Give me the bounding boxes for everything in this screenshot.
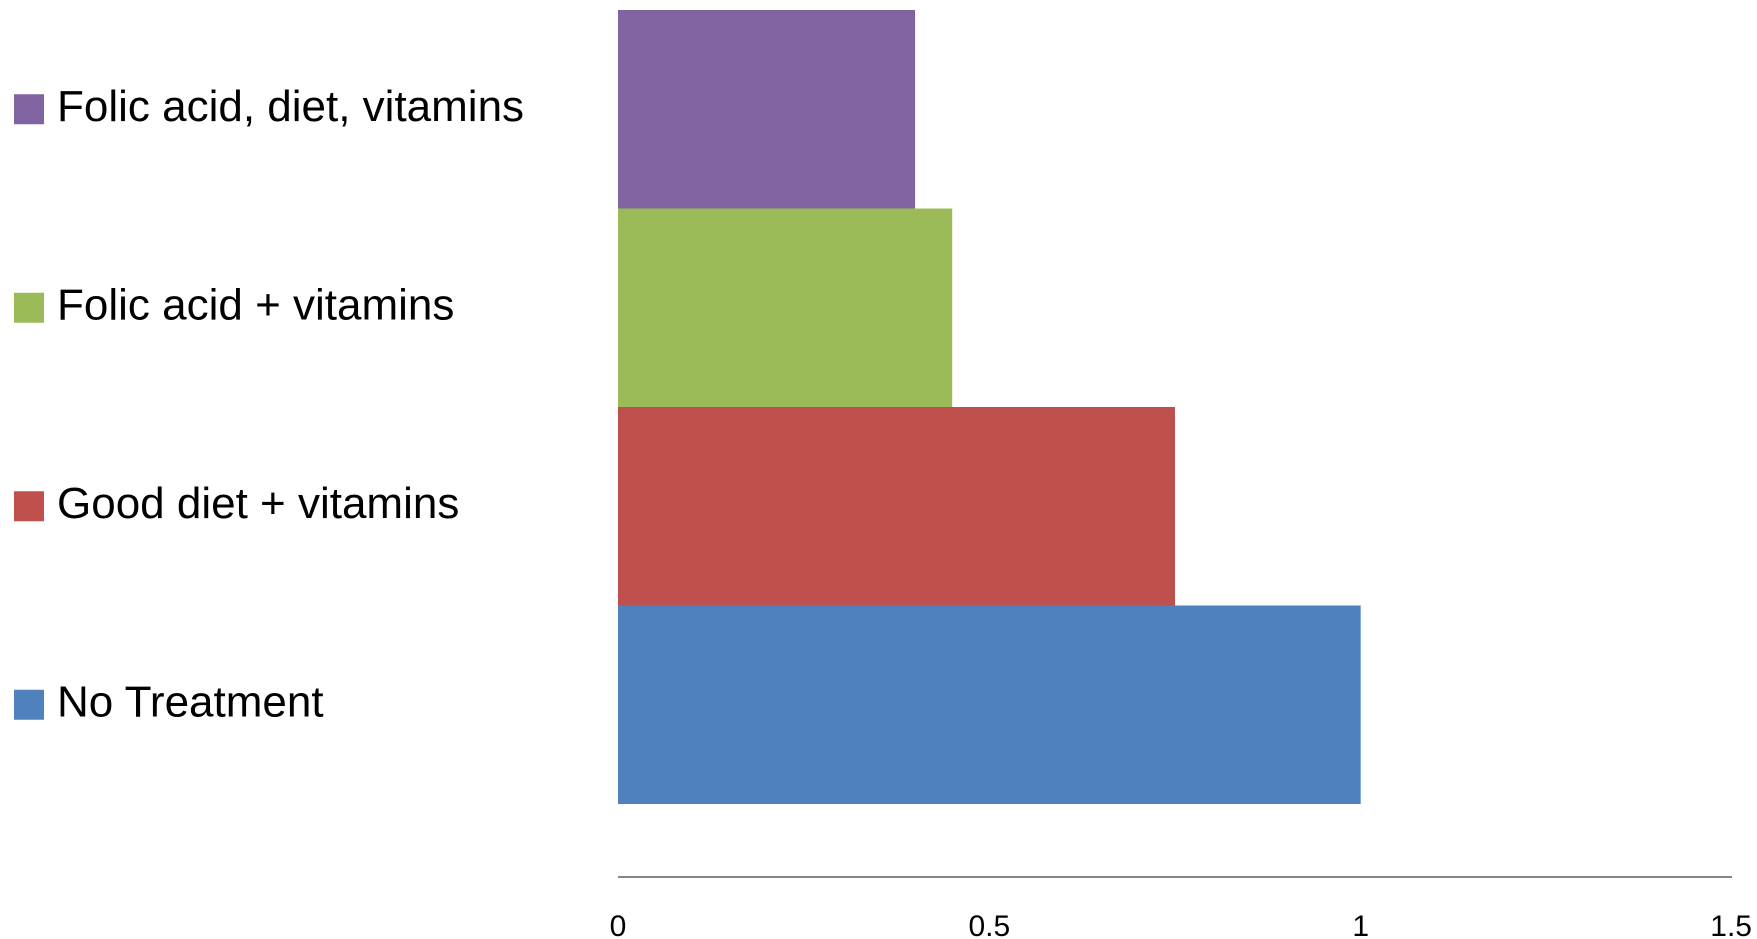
x-tick-label: 0 — [610, 910, 627, 939]
legend-label-folic-acid-diet-vitamins: Folic acid, diet, vitamins — [57, 82, 524, 131]
bars-group — [618, 10, 1361, 804]
x-tick-label: 1.5 — [1710, 910, 1752, 939]
legend: No Treatment Good diet + vitamins Folic ac… — [14, 82, 524, 726]
legend-swatch-folic-acid-diet-vitamins — [14, 94, 44, 125]
legend-swatch-folic-acid-vitamins — [14, 292, 44, 323]
legend-swatch-good-diet-vitamins — [14, 491, 44, 522]
bar-folic-acid-diet-vitamins — [618, 10, 916, 209]
x-tick-label: 0.5 — [968, 910, 1010, 939]
legend-swatch-no-treatment — [14, 689, 44, 720]
bar-no-treatment — [618, 605, 1361, 804]
legend-label-good-diet-vitamins: Good diet + vitamins — [57, 479, 459, 528]
x-tick-label: 1 — [1352, 910, 1369, 939]
bar-folic-acid-vitamins — [618, 208, 953, 407]
legend-label-folic-acid-vitamins: Folic acid + vitamins — [57, 280, 454, 329]
legend-label-no-treatment: No Treatment — [57, 677, 324, 726]
x-tick-labels: 0 0.5 1 1.5 — [610, 910, 1752, 939]
bar-good-diet-vitamins — [618, 407, 1175, 606]
